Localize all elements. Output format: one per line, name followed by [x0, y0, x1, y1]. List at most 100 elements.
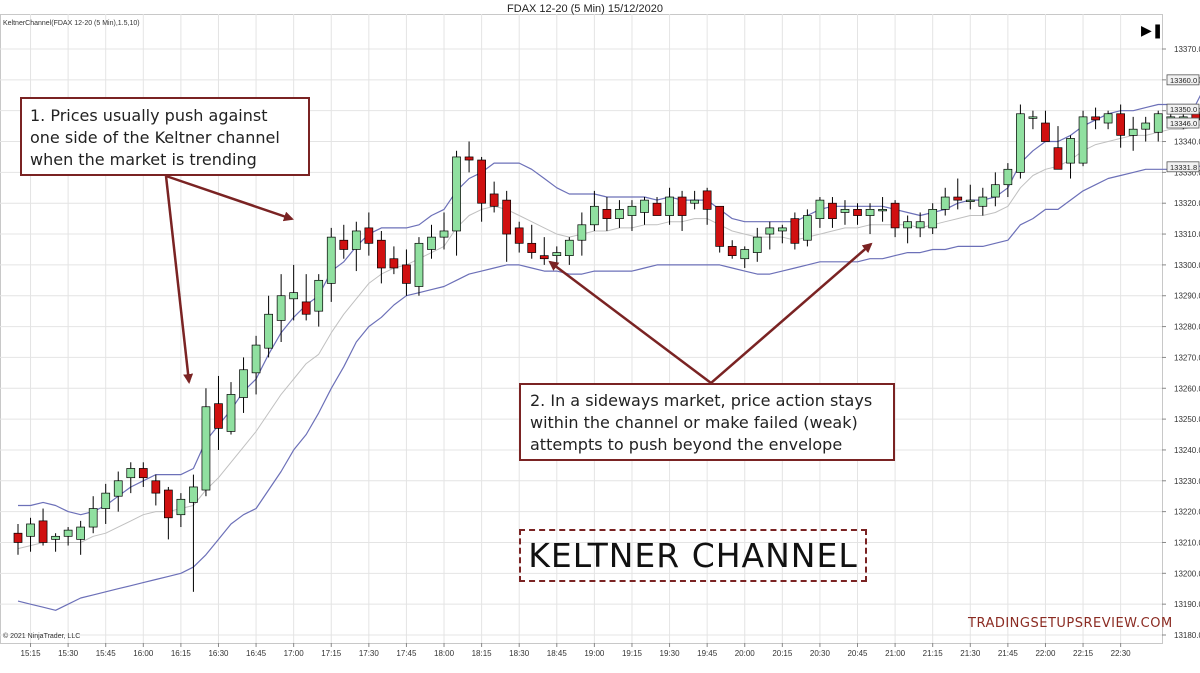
candle-body [326, 236, 336, 284]
candle-body [151, 480, 161, 494]
x-tick-label: 20:15 [772, 649, 793, 658]
candle-body [1116, 113, 1125, 136]
candle-body [740, 249, 750, 260]
candle-down [1116, 104, 1125, 148]
candle-body [677, 196, 687, 216]
x-tick-label: 22:30 [1111, 649, 1132, 658]
candle-down [715, 205, 725, 253]
candle-body [214, 403, 223, 429]
candle-up [815, 197, 825, 228]
candle-up [865, 203, 875, 235]
candle-body [489, 193, 499, 207]
candle-up [577, 212, 587, 256]
candle-body [1016, 113, 1025, 173]
candle-body [13, 532, 23, 543]
candle-body [990, 184, 1000, 198]
candle-down [1041, 110, 1050, 142]
candle-body [715, 205, 725, 247]
candle-body [351, 230, 361, 250]
candle-up [564, 237, 574, 265]
candle-up [978, 187, 988, 216]
candle-down [364, 212, 374, 256]
x-tick-label: 18:15 [472, 649, 493, 658]
candle-down [652, 197, 662, 216]
candle-body [1041, 122, 1050, 142]
candle-body [890, 202, 900, 229]
x-tick-label: 21:15 [923, 649, 944, 658]
candle-body [101, 492, 111, 509]
candle-down [527, 224, 537, 259]
price-tag-label: 13331.8 [1170, 163, 1197, 172]
candle-up [1078, 110, 1088, 167]
price-tag-box [1166, 74, 1200, 86]
candle-body [76, 526, 86, 540]
sideways-annotation-line: 2. In a sideways market, price action st… [530, 391, 873, 410]
candle-body [201, 406, 211, 491]
candle-body [527, 242, 537, 253]
candle-up [1153, 110, 1163, 142]
candle-body [26, 523, 35, 537]
candle-body [164, 489, 173, 519]
candle-body [339, 239, 349, 250]
candle-body [828, 202, 837, 219]
candle-up [740, 246, 750, 268]
candle-body [702, 190, 712, 210]
candle-body [176, 498, 186, 516]
candle-body [439, 230, 449, 238]
x-tick-label: 16:45 [246, 649, 267, 658]
candle-down [539, 237, 549, 265]
candle-body [915, 221, 925, 229]
y-axis: 13180.0 13190.0 13200.0 13210.0 13220.0 13230… [1162, 45, 1200, 640]
x-tick-label: 18:30 [509, 649, 530, 658]
candle-down [214, 375, 223, 450]
candle-body [539, 255, 549, 260]
x-tick-label: 19:45 [697, 649, 718, 658]
sideways-annotation: 2. In a sideways market, price action st… [519, 383, 895, 461]
y-tick-label: 13290.0 [1174, 292, 1200, 301]
x-tick-label: 20:45 [847, 649, 868, 658]
x-axis: 15:15 15:30 15:45 16:00 16:15 16:30 16:45 17:00… [21, 643, 1132, 658]
x-tick-label: 17:45 [396, 649, 417, 658]
candle-body [590, 205, 599, 226]
candle-body [289, 292, 299, 300]
candle-down [377, 230, 386, 284]
y-tick-label: 13340.0 [1174, 138, 1200, 147]
candle-up [765, 221, 775, 250]
indicator-label: KeltnerChannel(FDAX 12-20 (5 Min),1.5,10… [3, 20, 140, 27]
candle-body [502, 199, 512, 235]
candle-up [1066, 135, 1075, 179]
candle-up [427, 224, 436, 259]
candle-body [1141, 122, 1151, 130]
candle-up [201, 388, 211, 497]
candle-down [890, 200, 900, 238]
candle-body [301, 301, 311, 315]
y-tick-label: 13330.0 [1174, 168, 1200, 177]
candle-up [326, 227, 336, 302]
candle-body [627, 205, 637, 216]
candle-up [113, 471, 123, 512]
candle-up [990, 172, 1000, 207]
candle-body [113, 480, 123, 497]
candle-down [389, 246, 399, 275]
candle-body [577, 224, 587, 241]
candle-up [88, 496, 98, 534]
x-tick-label: 17:00 [284, 649, 305, 658]
candle-up [189, 474, 198, 592]
candle-down [953, 178, 963, 210]
skip-to-end-icon[interactable]: ▶❚ [1141, 23, 1164, 39]
candle-up [439, 212, 449, 250]
candle-body [138, 468, 148, 479]
candle-body [865, 209, 875, 216]
candle-body [189, 486, 198, 503]
candle-up [940, 187, 950, 216]
y-tick-label: 13320.0 [1174, 199, 1200, 208]
candle-up [101, 483, 111, 524]
candle-up [752, 227, 762, 262]
x-tick-label: 22:15 [1073, 649, 1094, 658]
candle-up [928, 203, 938, 235]
candle-body [727, 246, 737, 256]
candle-body [377, 239, 386, 269]
candle-body [602, 209, 612, 219]
candle-up [276, 274, 286, 342]
